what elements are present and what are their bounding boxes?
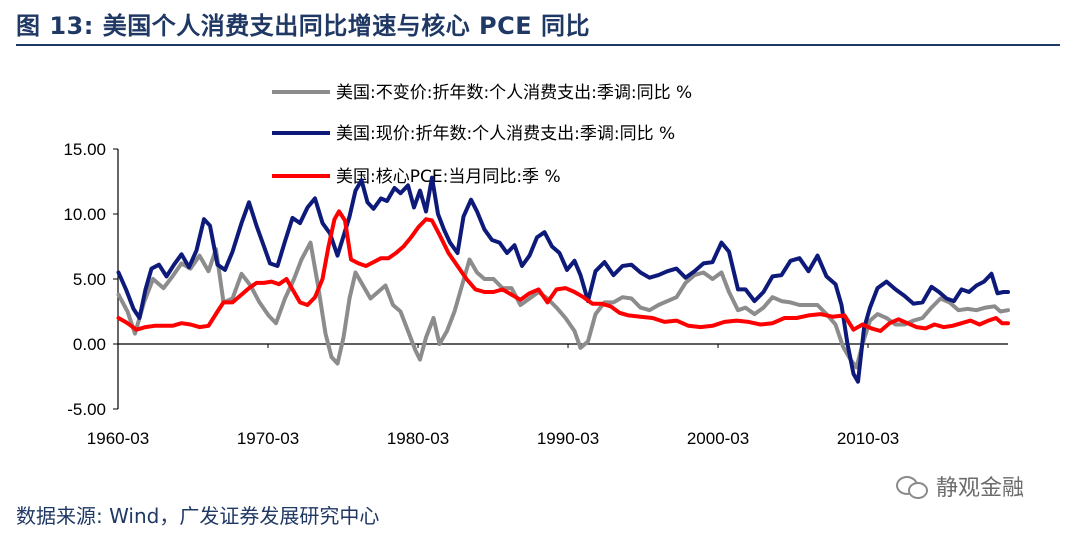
watermark: 静观金融 [896, 470, 1024, 502]
legend-label-2: 美国:现价:折年数:个人消费支出:季调:同比 % [336, 124, 675, 144]
y-tick-label: -5.00 [67, 400, 106, 419]
y-tick-label: 10.00 [63, 205, 106, 224]
chart-legend: 美国:不变价:折年数:个人消费支出:季调:同比 % 美国:现价:折年数:个人消费支… [272, 83, 692, 187]
series-layer [116, 175, 1010, 384]
x-tick-label: 1960-03 [87, 429, 149, 448]
series-line-3 [116, 209, 1010, 333]
x-tick-label: 2010-03 [837, 429, 899, 448]
y-tick-label: 5.00 [73, 270, 106, 289]
y-tick-label: 0.00 [73, 335, 106, 354]
x-tick-label: 1990-03 [537, 429, 599, 448]
title-divider [16, 44, 1060, 46]
legend-label-3: 美国:核心PCE:当月同比:季 % [336, 167, 561, 187]
chart-axes: 15.00 10.00 5.00 0.00 -5.00 1960-03 1970-03 198… [63, 140, 1008, 448]
x-tick-label: 1970-03 [237, 429, 299, 448]
series-line-1 [116, 240, 1010, 370]
legend-label-1: 美国:不变价:折年数:个人消费支出:季调:同比 % [336, 83, 692, 103]
y-tick-label: 15.00 [63, 140, 106, 159]
figure-title: 图 13: 美国个人消费支出同比增速与核心 PCE 同比 [16, 12, 591, 40]
watermark-text: 静观金融 [936, 476, 1025, 501]
source-note: 数据来源: Wind，广发证券发展研究中心 [16, 504, 380, 528]
x-tick-label: 1980-03 [387, 429, 449, 448]
x-tick-label: 2000-03 [687, 429, 749, 448]
series-line-2 [116, 175, 1010, 384]
wechat-icon [896, 474, 930, 499]
